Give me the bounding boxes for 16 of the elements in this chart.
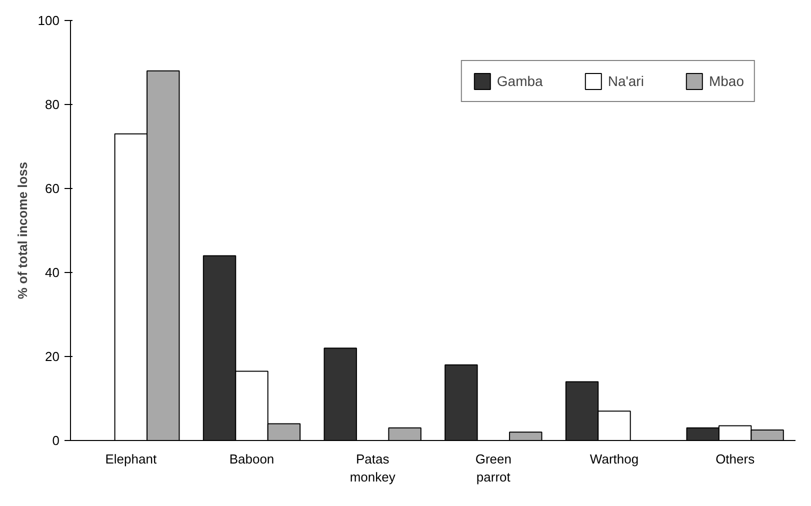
legend-label: Na'ari bbox=[608, 73, 644, 89]
x-tick-label: Others bbox=[716, 452, 756, 466]
legend-label: Mbao bbox=[708, 73, 744, 89]
y-tick-label: 100 bbox=[38, 13, 60, 28]
y-tick-label: 60 bbox=[45, 181, 60, 196]
y-tick-label: 80 bbox=[45, 97, 60, 112]
x-tick-label: Patas monkey bbox=[350, 452, 396, 484]
y-tick-label: 40 bbox=[45, 265, 60, 280]
y-axis-title: % of total income loss bbox=[14, 162, 30, 300]
x-tick-label: Baboon bbox=[229, 452, 274, 466]
x-tick-label: Elephant bbox=[105, 452, 157, 466]
x-tick-label: Green parrot bbox=[475, 452, 512, 484]
y-tick-label: 20 bbox=[45, 349, 60, 364]
legend-label: Gamba bbox=[496, 73, 543, 89]
x-tick-label: Warthog bbox=[590, 452, 639, 466]
y-tick-label: 0 bbox=[52, 433, 60, 448]
